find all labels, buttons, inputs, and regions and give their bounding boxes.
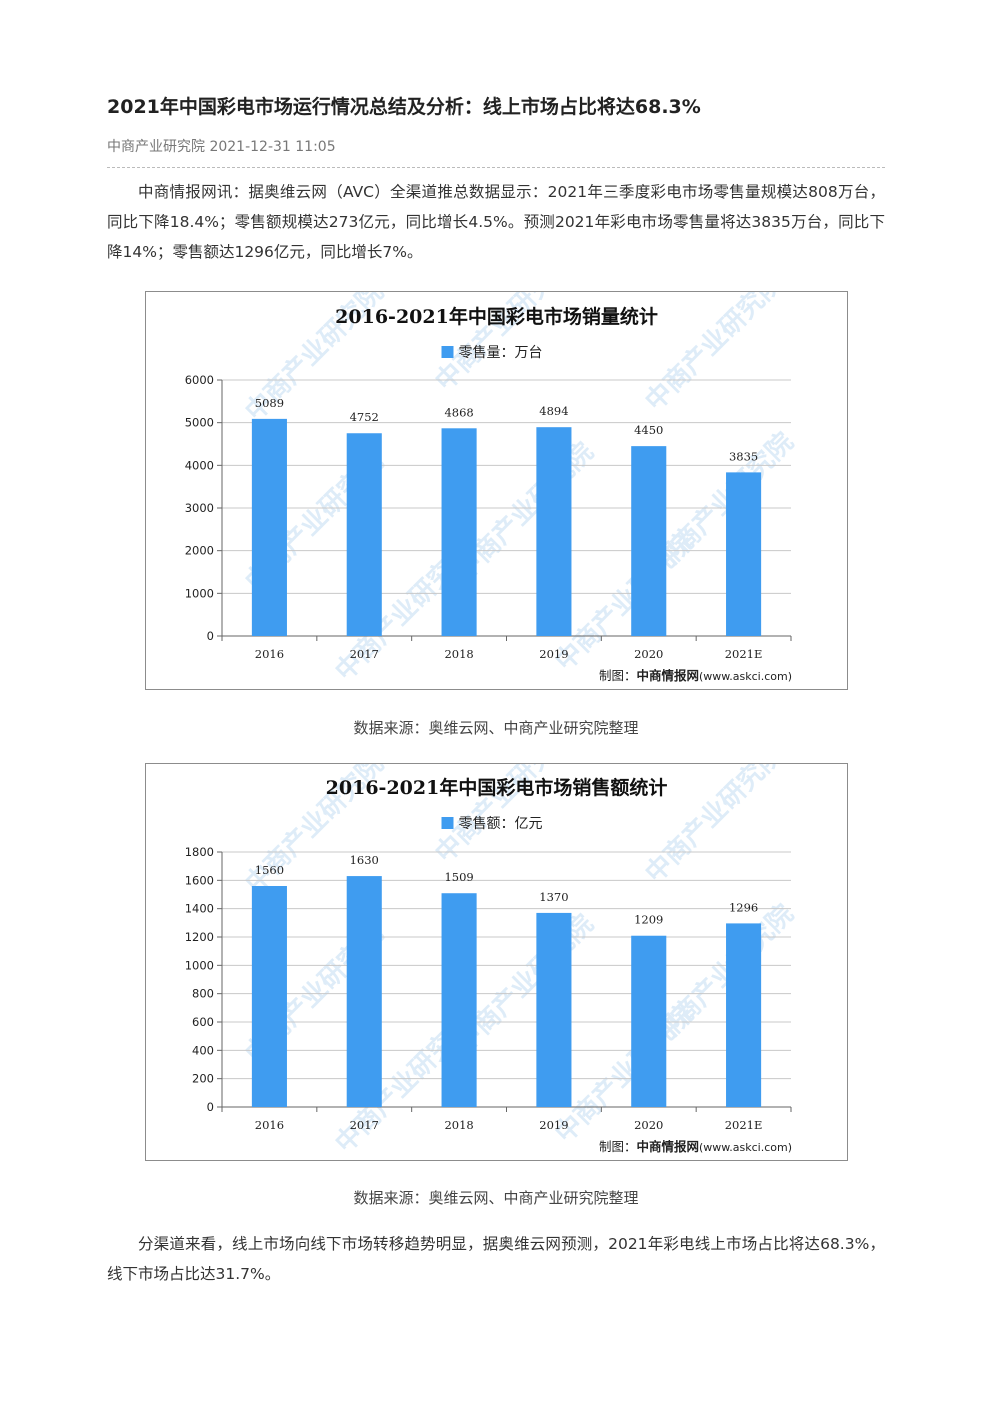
y-tick-label: 1400 [185, 902, 214, 916]
x-tick-label-2016: 2016 [255, 647, 284, 661]
paragraph-channel: 分渠道来看，线上市场向线下市场转移趋势明显，据奥维云网预测，2021年彩电线上市… [107, 1235, 885, 1283]
watermark-text: 中商产业研究院 [549, 526, 700, 677]
sales-revenue-chart: 中商产业研究院 中商产业研究院 中商产业研究院 中商产业研究院 中商产业研究院 中商产业研… [145, 763, 848, 1161]
paragraph-intro: 中商情报网讯：据奥维云网（AVC）全渠道推总数据显示：2021年三季度彩电市场零… [107, 183, 885, 261]
y-tick-label: 3000 [185, 501, 214, 515]
divider [107, 167, 885, 168]
y-tick-label: 1000 [185, 586, 214, 600]
chart-source-caption-2: 数据来源：奥维云网、中商产业研究院整理 [353, 1189, 639, 1207]
x-tick-label-2019: 2019 [539, 647, 568, 661]
y-tick-label: 1000 [185, 958, 214, 972]
y-tick-label: 400 [192, 1043, 214, 1057]
data-label-2016: 5089 [255, 396, 284, 410]
data-label-2016: 1560 [255, 863, 284, 877]
data-label-2018: 4868 [444, 405, 473, 419]
x-tick-label-2019: 2019 [539, 1118, 568, 1132]
data-label-2019: 4894 [539, 404, 568, 418]
chart-source-caption-1: 数据来源：奥维云网、中商产业研究院整理 [353, 719, 639, 737]
y-tick-label: 4000 [185, 458, 214, 472]
chart-title: 2016-2021年中国彩电市场销量统计 [335, 305, 658, 328]
y-tick-label: 600 [192, 1015, 214, 1029]
y-tick-label: 200 [192, 1072, 214, 1086]
legend-swatch [441, 817, 454, 829]
y-tick-label: 2000 [185, 544, 214, 558]
data-label-2018: 1509 [444, 870, 473, 884]
x-tick-label-2017: 2017 [350, 647, 379, 661]
y-tick-label: 0 [207, 629, 214, 643]
chart-credit: 制图：中商情报网(www.askci.com) [599, 1139, 792, 1154]
bar-2017 [346, 433, 382, 636]
bar-2019 [536, 427, 572, 636]
legend-swatch [441, 346, 454, 358]
chart-legend: 零售额：亿元 [441, 816, 543, 832]
bar-2016 [251, 418, 287, 636]
bar-2018 [441, 428, 477, 636]
y-tick-label: 1600 [185, 873, 214, 887]
bar-2020 [631, 446, 667, 636]
x-tick-label-2018: 2018 [444, 1118, 473, 1132]
data-label-2017: 1630 [350, 853, 379, 867]
x-tick-label-2020: 2020 [634, 647, 663, 661]
data-label-2017: 4752 [350, 410, 379, 424]
article-source[interactable]: 中商产业研究院 [107, 139, 205, 155]
legend-label: 零售量：万台 [459, 345, 543, 361]
y-tick-label: 800 [192, 987, 214, 1001]
x-tick-label-2021E: 2021E [725, 647, 763, 661]
data-label-2021E: 1296 [729, 900, 758, 914]
sales-volume-chart: 中商产业研究院 中商产业研究院 中商产业研究院 中商产业研究院 中商产业研究院 中商产业研… [145, 291, 848, 690]
x-tick-label-2017: 2017 [350, 1118, 379, 1132]
data-label-2021E: 3835 [729, 449, 758, 463]
legend-label: 零售额：亿元 [459, 816, 543, 832]
article-datetime: 2021-12-31 11:05 [209, 139, 336, 155]
data-label-2020: 1209 [634, 913, 663, 927]
bar-2019 [536, 912, 572, 1107]
x-tick-label-2020: 2020 [634, 1118, 663, 1132]
article-title: 2021年中国彩电市场运行情况总结及分析：线上市场占比将达68.3% [107, 96, 701, 118]
article-meta: 中商产业研究院 2021-12-31 11:05 [107, 136, 336, 156]
watermark-text: 中商产业研究院 [549, 998, 700, 1149]
bar-2018 [441, 893, 477, 1107]
y-tick-label: 5000 [185, 416, 214, 430]
x-tick-label-2016: 2016 [255, 1118, 284, 1132]
bar-2021E [726, 923, 762, 1107]
bar-2021E [726, 472, 762, 636]
bar-2020 [631, 935, 667, 1107]
y-tick-label: 6000 [185, 373, 214, 387]
data-label-2019: 1370 [539, 890, 568, 904]
bar-2016 [251, 886, 287, 1107]
chart-title: 2016-2021年中国彩电市场销售额统计 [326, 776, 668, 799]
x-tick-label-2018: 2018 [444, 647, 473, 661]
bar-2017 [346, 876, 382, 1107]
chart-legend: 零售量：万台 [441, 345, 543, 361]
y-tick-label: 1800 [185, 845, 214, 859]
chart-credit: 制图：中商情报网(www.askci.com) [599, 668, 792, 683]
x-tick-label-2021E: 2021E [725, 1118, 763, 1132]
y-tick-label: 1200 [185, 930, 214, 944]
data-label-2020: 4450 [634, 423, 663, 437]
watermark-text: 中商产业研究院 [639, 292, 790, 417]
y-tick-label: 0 [207, 1100, 214, 1114]
